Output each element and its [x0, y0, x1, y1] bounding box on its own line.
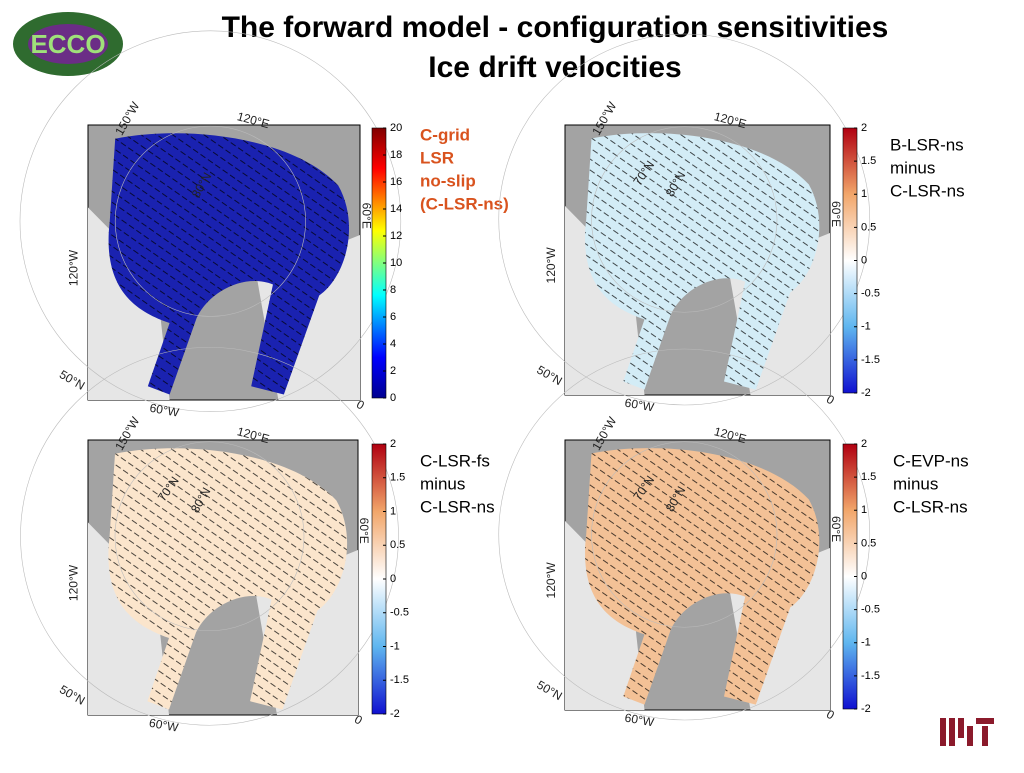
map-label: 60°W [624, 396, 656, 415]
logo-text: ECCO [30, 29, 105, 59]
colorbar-tick-label: 20 [390, 122, 402, 134]
colorbar-tick-label: 14 [390, 203, 402, 215]
panel-label: B-LSR-ns [890, 135, 964, 154]
map-label: 60°E [829, 516, 843, 542]
colorbar-tick-label: 0 [390, 573, 396, 585]
drift-vectors [585, 448, 820, 705]
drift-vectors [108, 448, 348, 710]
graticule [19, 30, 402, 412]
colorbar-tick-label: 12 [390, 230, 402, 242]
graticule [591, 126, 778, 313]
colorbar-tick-label: 1 [861, 504, 867, 516]
map-label: 60°E [359, 203, 373, 229]
colorbar-tick-label: -1.5 [861, 354, 880, 366]
panel-label: C-LSR-ns [420, 497, 495, 516]
colorbar-tick-label: -2 [861, 387, 871, 399]
panel-label: minus [890, 158, 935, 177]
map-label: 60°E [829, 201, 843, 227]
mit-logo [940, 718, 994, 746]
colorbar-tick-label: 1.5 [861, 155, 876, 167]
colorbar-tick-label: 0 [390, 392, 396, 404]
map-label: 50°N [534, 678, 564, 704]
colorbar-tick-label: -2 [861, 703, 871, 715]
colorbar-tick-label: 0.5 [390, 539, 405, 551]
ecco-logo: ECCO [13, 12, 123, 76]
panel-label: no-slip [420, 171, 476, 190]
graticule [591, 441, 778, 628]
map-label: 120°W [67, 249, 81, 286]
colorbar-tick-label: -2 [390, 708, 400, 720]
colorbar-tick-label: 0.5 [861, 221, 876, 233]
map-label: 120°W [67, 564, 81, 601]
graticule [498, 348, 871, 721]
map-label: 120°W [544, 562, 558, 599]
colorbar-tick-label: -1 [390, 640, 400, 652]
colorbar-tick-label: 6 [390, 311, 396, 323]
graticule [20, 346, 399, 726]
colorbar-tick-label: 0.5 [861, 537, 876, 549]
panel-label: C-LSR-ns [890, 181, 965, 200]
graticule [498, 33, 871, 406]
panel-label: (C-LSR-ns) [420, 194, 509, 213]
colorbar-tick-label: 16 [390, 176, 402, 188]
panel-label: minus [420, 474, 465, 493]
panel-label: LSR [420, 148, 454, 167]
colorbar-tick-label: 2 [861, 438, 867, 450]
colorbar-tick-label: 1 [390, 505, 396, 517]
drift-vectors [585, 133, 820, 390]
map-label: 120°W [544, 247, 558, 284]
map-label: 50°N [57, 682, 87, 708]
colorbar-tick-label: 2 [390, 438, 396, 450]
map-label: 60°W [148, 716, 180, 735]
panel-label: C-LSR-ns [893, 497, 968, 516]
map-label: 50°N [534, 363, 564, 389]
colorbar-tick-label: 0 [861, 570, 867, 582]
panel-label: minus [893, 474, 938, 493]
panel-label: C-LSR-fs [420, 451, 490, 470]
map-label: 60°W [149, 401, 181, 420]
colorbar-tick-label: 8 [390, 284, 396, 296]
title: The forward model - configuration sensit… [222, 11, 889, 44]
colorbar-tick-label: -0.5 [390, 607, 409, 619]
colorbar-tick-label: 2 [390, 365, 396, 377]
colorbar-tick-label: -1 [861, 637, 871, 649]
drift-vectors [108, 133, 350, 395]
colorbar-tick-label: -0.5 [861, 604, 880, 616]
graticule [114, 441, 305, 632]
panel-label: C-EVP-ns [893, 451, 969, 470]
subtitle: Ice drift velocities [428, 51, 681, 84]
graticule [114, 125, 306, 317]
map-label: 60°W [624, 711, 656, 730]
panel-label: C-grid [420, 125, 470, 144]
colorbar-tick-label: 10 [390, 257, 402, 269]
colorbar-tick-label: -0.5 [861, 288, 880, 300]
colorbar-tick-label: -1 [861, 321, 871, 333]
map-label: 50°N [57, 367, 87, 393]
colorbar-tick-label: 2 [861, 122, 867, 134]
colorbar-tick-label: -1.5 [390, 674, 409, 686]
colorbar-tick-label: 18 [390, 149, 402, 161]
colorbar-tick-label: 1.5 [861, 471, 876, 483]
map-label: 60°E [357, 518, 371, 544]
colorbar-tick-label: 1.5 [390, 472, 405, 484]
colorbar-tick-label: 0 [861, 254, 867, 266]
colorbar-tick-label: 4 [390, 338, 396, 350]
colorbar-tick-label: 1 [861, 188, 867, 200]
colorbar-tick-label: -1.5 [861, 670, 880, 682]
